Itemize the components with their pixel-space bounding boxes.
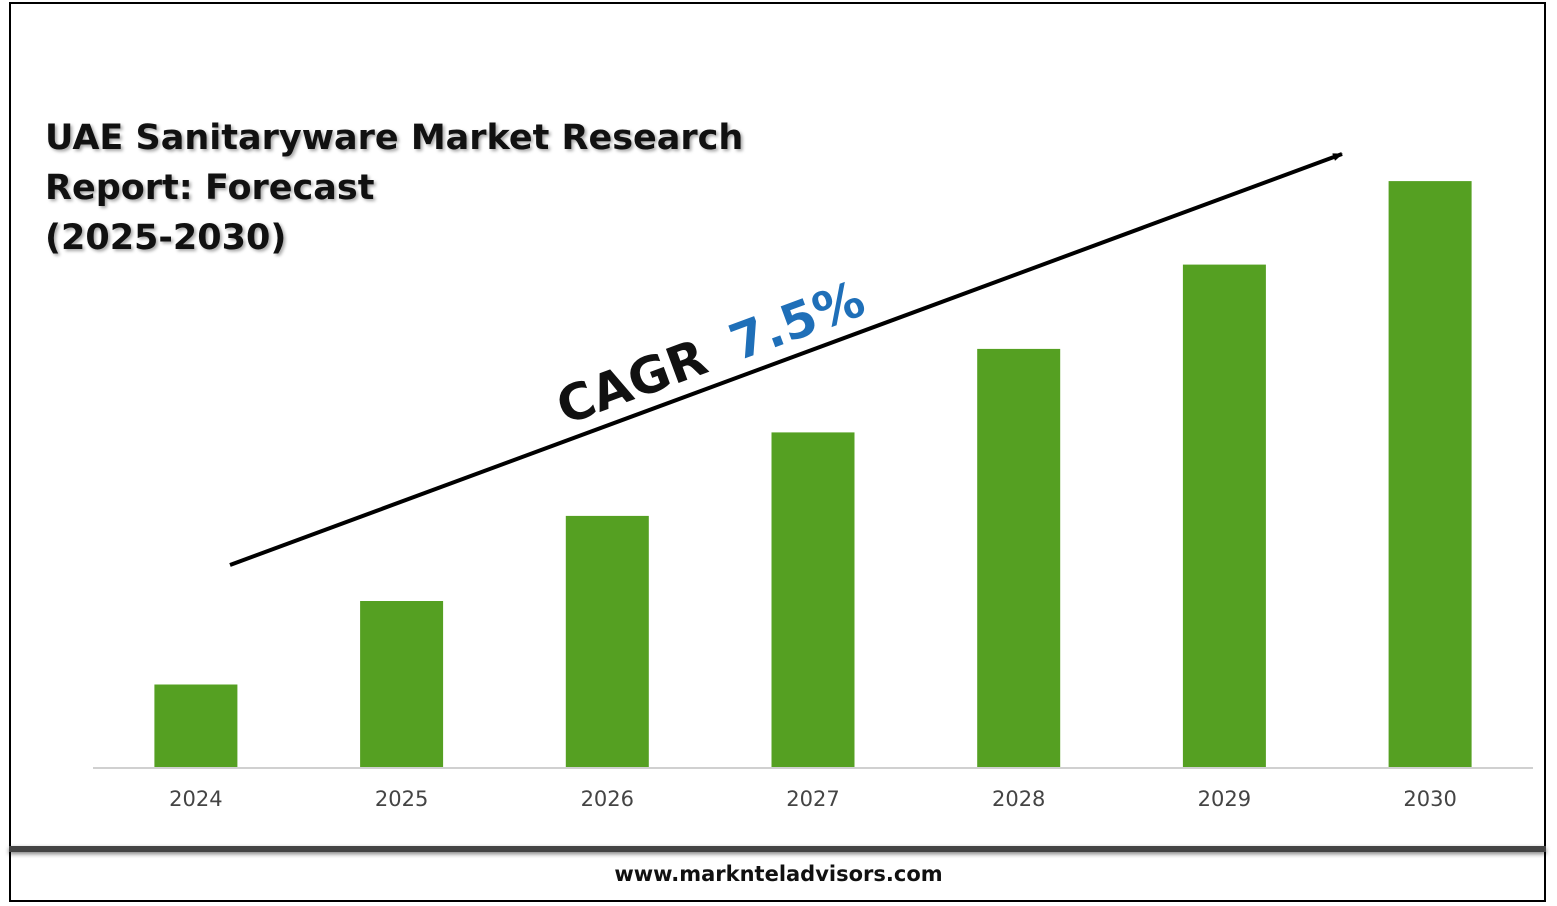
title-line-3: (2025-2030) (45, 218, 287, 258)
title-line-2: Report: Forecast (45, 168, 375, 208)
x-tick-label-2026: 2026 (581, 787, 634, 811)
bar-2028 (977, 348, 1061, 768)
bar-2025 (360, 601, 444, 768)
x-tick-label-2024: 2024 (169, 787, 222, 811)
x-tick-label-2029: 2029 (1198, 787, 1251, 811)
bar-2026 (565, 515, 649, 768)
trend-arrow (229, 152, 1343, 567)
bar-2027 (771, 432, 855, 768)
footer-divider (9, 846, 1546, 852)
x-tick-label-2030: 2030 (1403, 787, 1456, 811)
cagr-annotation: CAGR 7.5% (549, 270, 872, 436)
footer-url[interactable]: www.marknteladvisors.com (614, 862, 943, 886)
x-tick-label-2025: 2025 (375, 787, 428, 811)
bar-2029 (1182, 264, 1266, 768)
chart-title: UAE Sanitaryware Market Research Report:… (45, 113, 765, 263)
cagr-label: CAGR (549, 328, 714, 436)
x-tick-label-2027: 2027 (786, 787, 839, 811)
bar-2030 (1388, 181, 1472, 769)
bar-2024 (154, 684, 238, 768)
title-line-1: UAE Sanitaryware Market Research (45, 118, 744, 158)
x-tick-label-2028: 2028 (992, 787, 1045, 811)
